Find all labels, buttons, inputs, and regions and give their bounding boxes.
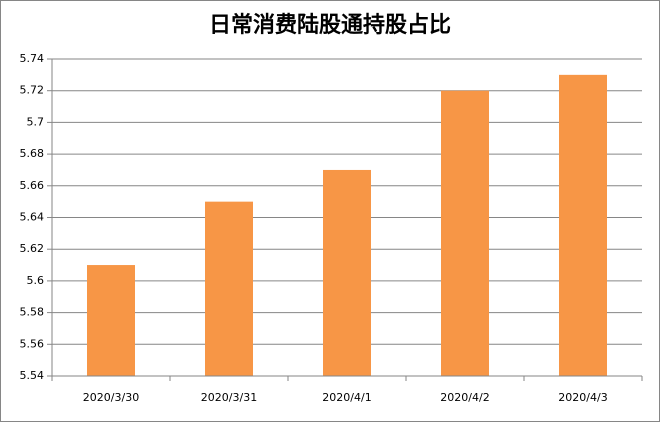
y-tick-label: 5.7 [27, 115, 45, 128]
y-tick-label: 5.72 [20, 84, 45, 97]
y-tick-label: 5.58 [20, 306, 45, 319]
y-tick-label: 5.74 [20, 52, 45, 65]
chart-title: 日常消费陆股通持股占比 [209, 12, 451, 38]
bar [87, 265, 135, 376]
x-tick-label: 2020/3/31 [201, 391, 257, 404]
x-tick-label: 2020/3/30 [83, 391, 139, 404]
y-tick-label: 5.66 [20, 179, 45, 192]
y-tick-label: 5.62 [20, 242, 45, 255]
x-tick-label: 2020/4/1 [322, 391, 371, 404]
bar [559, 74, 607, 376]
bar [323, 169, 371, 376]
y-tick-label: 5.68 [20, 147, 45, 160]
x-tick-label: 2020/4/3 [558, 391, 607, 404]
y-tick-label: 5.64 [20, 211, 45, 224]
bar [441, 90, 489, 376]
x-tick-label: 2020/4/2 [440, 391, 489, 404]
y-tick-label: 5.56 [20, 337, 45, 350]
y-tick-label: 5.6 [27, 274, 45, 287]
y-tick-label: 5.54 [20, 369, 45, 382]
bar [205, 201, 253, 376]
